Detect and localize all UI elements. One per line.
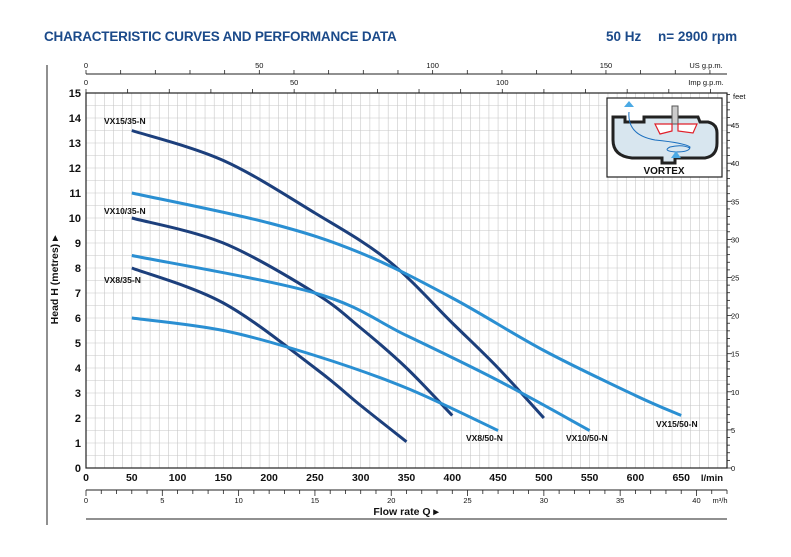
x-tick-label: 0 bbox=[83, 472, 89, 484]
series-label: VX8/50-N bbox=[466, 433, 503, 443]
curve-vx15-50-n bbox=[131, 191, 682, 417]
x-tick-label: 450 bbox=[489, 472, 507, 484]
m3h-unit-label: m³/h bbox=[713, 496, 728, 505]
imp-gpm-unit-label: Imp g.p.m. bbox=[688, 78, 723, 87]
curve-vx10-50-n bbox=[131, 254, 591, 432]
feet-tick-label: 35 bbox=[731, 197, 739, 206]
inset-label: VORTEX bbox=[643, 166, 684, 177]
x-tick-label: 100 bbox=[169, 472, 187, 484]
series-label: VX10/35-N bbox=[104, 206, 146, 216]
x-tick-label: 600 bbox=[627, 472, 645, 484]
m3h-tick-label: 5 bbox=[160, 496, 164, 505]
m3h-tick-label: 0 bbox=[84, 496, 88, 505]
speed-label: n= 2900 rpm bbox=[658, 29, 738, 44]
feet-tick-label: 40 bbox=[731, 159, 739, 168]
flow-swirl-icon bbox=[628, 111, 691, 153]
vortex-inset bbox=[606, 97, 723, 178]
series-label: VX15/35-N bbox=[104, 116, 146, 126]
y-tick-label: 7 bbox=[75, 288, 81, 300]
y-tick-label: 2 bbox=[75, 413, 81, 425]
x-tick-label: 350 bbox=[398, 472, 416, 484]
m3h-tick-label: 20 bbox=[387, 496, 395, 505]
y-tick-label: 14 bbox=[69, 113, 82, 125]
feet-tick-label: 30 bbox=[731, 235, 739, 244]
y-tick-label: 3 bbox=[75, 388, 81, 400]
series-label: VX10/50-N bbox=[566, 433, 608, 443]
imp-gpm-tick-label: 0 bbox=[84, 78, 88, 87]
page-title: CHARACTERISTIC CURVES AND PERFORMANCE DA… bbox=[44, 29, 397, 44]
y-tick-label: 6 bbox=[75, 313, 81, 325]
x-unit-label: l/min bbox=[701, 473, 723, 484]
shaft-icon bbox=[671, 105, 679, 125]
feet-tick-label: 5 bbox=[731, 426, 735, 435]
y-tick-label: 13 bbox=[69, 138, 81, 150]
y-tick-label: 10 bbox=[69, 213, 81, 225]
feet-unit-label: feet bbox=[733, 92, 746, 101]
x-tick-label: 250 bbox=[306, 472, 324, 484]
m3h-tick-label: 10 bbox=[234, 496, 242, 505]
feet-tick-label: 45 bbox=[731, 121, 739, 130]
y-tick-label: 8 bbox=[75, 263, 81, 275]
series-label: VX15/50-N bbox=[656, 419, 698, 429]
x-tick-label: 50 bbox=[126, 472, 138, 484]
us-gpm-unit-label: US g.p.m. bbox=[689, 61, 722, 70]
x-tick-label: 500 bbox=[535, 472, 553, 484]
imp-gpm-tick-label: 50 bbox=[290, 78, 298, 87]
feet-tick-label: 25 bbox=[731, 274, 739, 283]
x-tick-label: 400 bbox=[444, 472, 462, 484]
frequency-label: 50 Hz bbox=[606, 29, 642, 44]
us-gpm-tick-label: 100 bbox=[426, 61, 439, 70]
us-gpm-tick-label: 50 bbox=[255, 61, 263, 70]
m3h-tick-label: 15 bbox=[311, 496, 319, 505]
feet-tick-label: 20 bbox=[731, 312, 739, 321]
grid bbox=[85, 92, 728, 469]
curve-vx10-35-n bbox=[131, 216, 454, 417]
y-tick-label: 0 bbox=[75, 463, 81, 475]
arrow-in-icon bbox=[671, 151, 681, 158]
x-tick-label: 150 bbox=[215, 472, 233, 484]
x-tick-label: 200 bbox=[260, 472, 278, 484]
y-tick-label: 11 bbox=[69, 188, 81, 200]
y-tick-label: 12 bbox=[69, 163, 81, 175]
plot-frame bbox=[85, 92, 728, 469]
m3h-tick-label: 40 bbox=[692, 496, 700, 505]
m3h-tick-label: 30 bbox=[540, 496, 548, 505]
us-gpm-tick-label: 0 bbox=[84, 61, 88, 70]
feet-tick-label: 15 bbox=[731, 350, 739, 359]
impeller-icon bbox=[654, 123, 698, 135]
curve-vx15-35-n bbox=[131, 129, 545, 420]
feet-tick-label: 10 bbox=[731, 388, 739, 397]
m3h-tick-label: 25 bbox=[463, 496, 471, 505]
y-axis-label: Head H (metres) ▸ bbox=[49, 235, 61, 324]
y-tick-label: 4 bbox=[75, 363, 82, 375]
series-label: VX8/35-N bbox=[104, 275, 141, 285]
x-axis-label: Flow rate Q ▸ bbox=[373, 506, 439, 518]
us-gpm-tick-label: 150 bbox=[600, 61, 613, 70]
feet-tick-label: 0 bbox=[731, 464, 735, 473]
curve-vx8-35-n bbox=[131, 266, 408, 443]
y-tick-label: 5 bbox=[75, 338, 81, 350]
imp-gpm-tick-label: 100 bbox=[496, 78, 509, 87]
x-tick-label: 650 bbox=[672, 472, 690, 484]
curve-vx8-50-n bbox=[131, 316, 499, 432]
y-tick-label: 15 bbox=[69, 88, 81, 100]
arrow-out-icon bbox=[624, 101, 634, 107]
x-tick-label: 300 bbox=[352, 472, 370, 484]
y-tick-label: 9 bbox=[75, 238, 81, 250]
m3h-tick-label: 35 bbox=[616, 496, 624, 505]
y-tick-label: 1 bbox=[75, 438, 81, 450]
x-tick-label: 550 bbox=[581, 472, 599, 484]
